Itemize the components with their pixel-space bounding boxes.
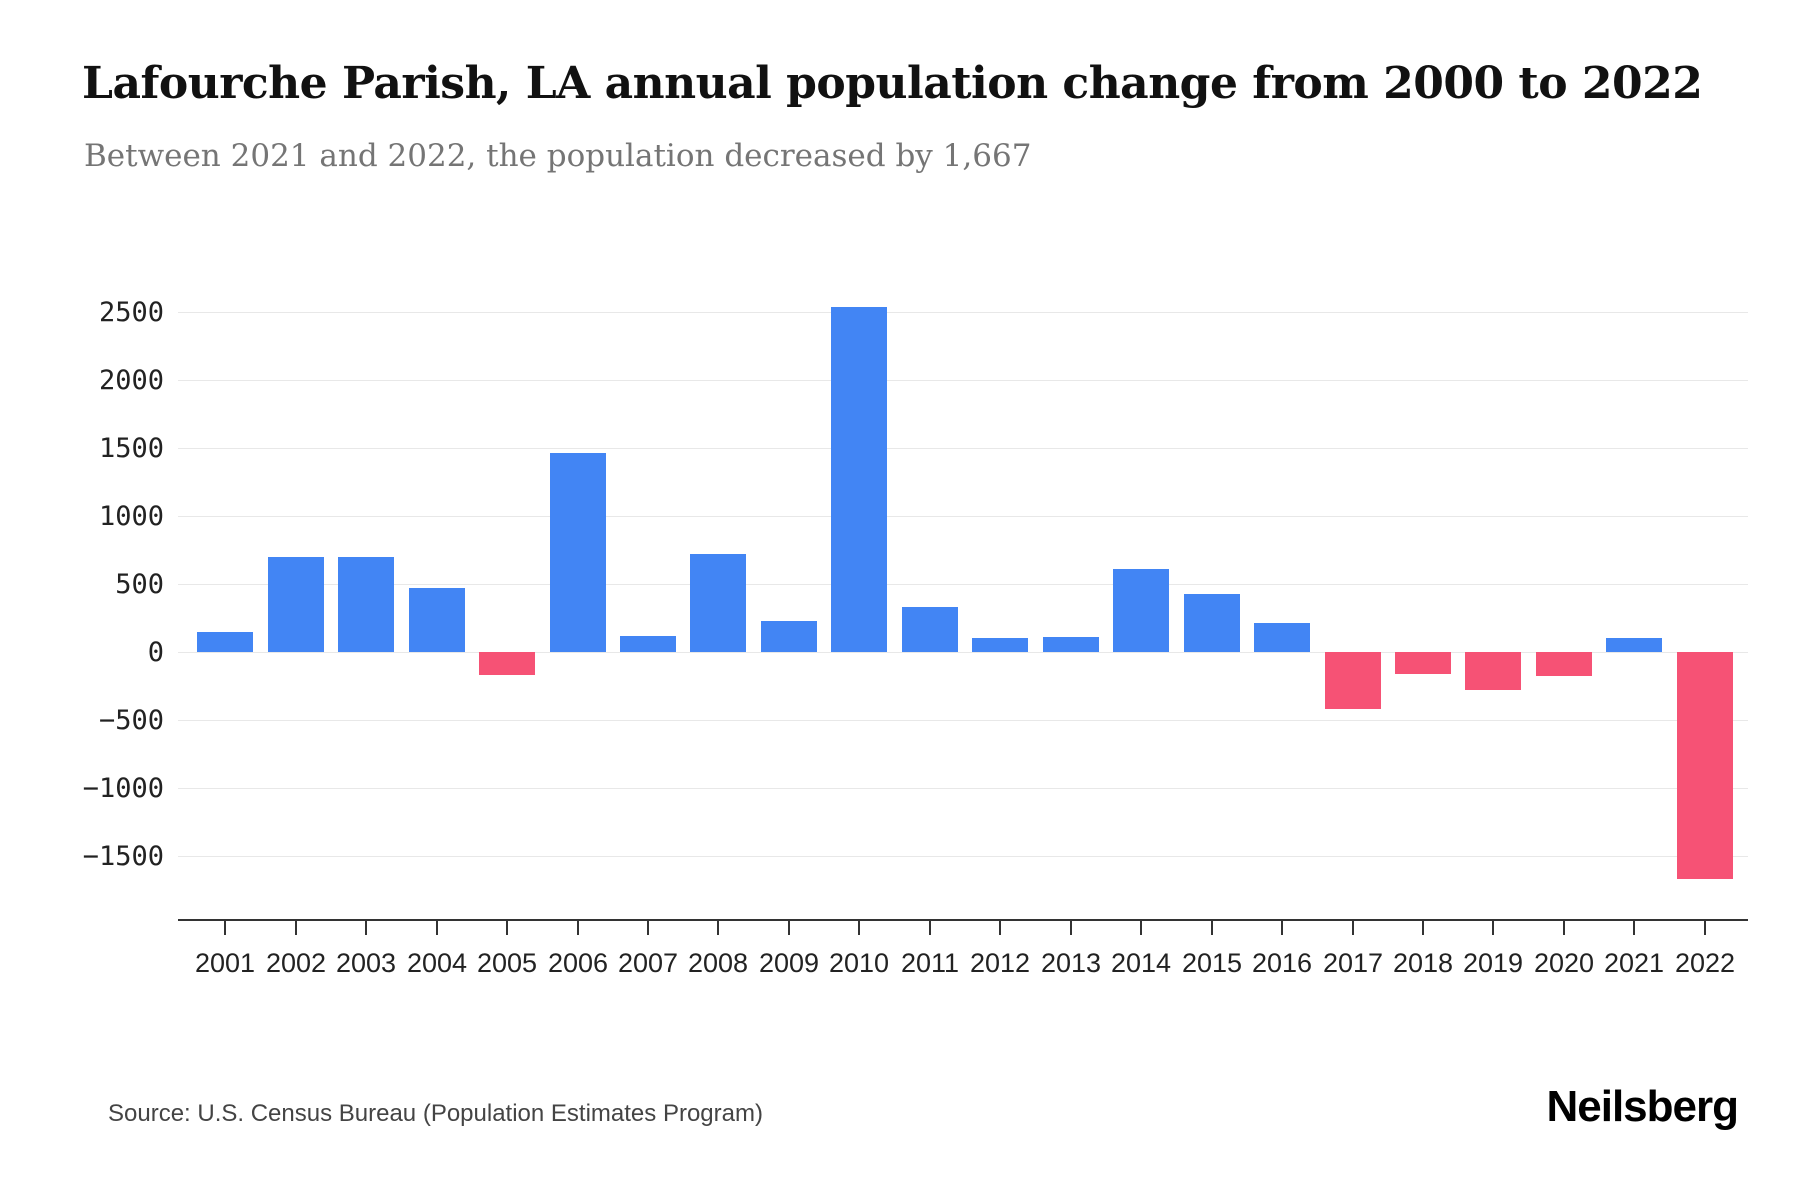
x-axis-tick (506, 919, 508, 935)
bar-2009 (761, 621, 817, 652)
x-tick-label: 2012 (969, 948, 1031, 978)
y-tick-label: 1000 (98, 501, 164, 532)
x-tick-label: 2019 (1462, 948, 1524, 978)
x-axis-tick (858, 919, 860, 935)
x-tick-label: 2018 (1392, 948, 1454, 978)
bar-2005 (479, 652, 535, 675)
x-axis-line (178, 919, 1748, 921)
bar-2018 (1395, 652, 1451, 674)
bar-2002 (268, 557, 324, 652)
bar-2015 (1184, 594, 1240, 652)
y-tick-label: 2000 (98, 365, 164, 396)
bar-2004 (409, 588, 465, 652)
gridline (178, 312, 1748, 313)
bar-2019 (1465, 652, 1521, 690)
y-tick-label: −500 (98, 705, 164, 736)
gridline (178, 448, 1748, 449)
x-tick-label: 2011 (900, 948, 960, 978)
bar-2012 (972, 638, 1028, 652)
gridline (178, 516, 1748, 517)
x-tick-label: 2020 (1533, 948, 1595, 978)
x-tick-label: 2021 (1603, 948, 1665, 978)
x-axis-tick (1281, 919, 1283, 935)
x-tick-label: 2013 (1040, 948, 1102, 978)
gridline (178, 788, 1748, 789)
bar-2017 (1325, 652, 1381, 709)
gridline (178, 584, 1748, 585)
x-axis-tick (577, 919, 579, 935)
chart-subtitle: Between 2021 and 2022, the population de… (84, 138, 1032, 174)
x-axis-tick (436, 919, 438, 935)
bar-2010 (831, 307, 887, 652)
x-axis-tick (1211, 919, 1213, 935)
bar-2008 (690, 554, 746, 652)
x-tick-label: 2022 (1674, 948, 1736, 978)
y-tick-label: 1500 (98, 433, 164, 464)
bar-2011 (902, 607, 958, 652)
x-axis-tick (717, 919, 719, 935)
x-tick-label: 2008 (687, 948, 749, 978)
x-tick-label: 2002 (265, 948, 327, 978)
x-tick-label: 2016 (1251, 948, 1313, 978)
bar-2021 (1606, 638, 1662, 652)
x-axis-tick (1563, 919, 1565, 935)
x-tick-label: 2004 (406, 948, 468, 978)
bar-2016 (1254, 623, 1310, 652)
bar-2006 (550, 453, 606, 652)
x-axis-tick (788, 919, 790, 935)
bar-2003 (338, 557, 394, 652)
y-tick-label: 2500 (98, 297, 164, 328)
x-axis-tick (365, 919, 367, 935)
gridline (178, 380, 1748, 381)
y-tick-label: 0 (147, 637, 164, 668)
chart-title: Lafourche Parish, LA annual population c… (82, 58, 1703, 109)
neilsberg-logo: Neilsberg (1546, 1082, 1739, 1131)
bar-2001 (197, 632, 253, 652)
x-tick-label: 2007 (617, 948, 679, 978)
x-tick-label: 2009 (758, 948, 820, 978)
gridline (178, 652, 1748, 653)
bar-2022 (1677, 652, 1733, 879)
x-axis-tick (1070, 919, 1072, 935)
x-axis-tick (1633, 919, 1635, 935)
x-tick-label: 2001 (194, 948, 256, 978)
x-tick-label: 2017 (1322, 948, 1384, 978)
x-axis-tick (1140, 919, 1142, 935)
x-axis-tick (929, 919, 931, 935)
bar-2020 (1536, 652, 1592, 676)
x-axis-tick (295, 919, 297, 935)
x-axis-tick (1492, 919, 1494, 935)
y-tick-label: 500 (115, 569, 164, 600)
x-tick-label: 2003 (335, 948, 397, 978)
x-tick-label: 2010 (828, 948, 890, 978)
bar-2013 (1043, 637, 1099, 652)
x-axis-tick (999, 919, 1001, 935)
x-axis-tick (1704, 919, 1706, 935)
x-tick-label: 2005 (476, 948, 538, 978)
x-tick-label: 2015 (1181, 948, 1243, 978)
gridline (178, 856, 1748, 857)
y-tick-label: −1500 (82, 841, 164, 872)
x-axis-tick (1422, 919, 1424, 935)
x-axis-tick (647, 919, 649, 935)
x-axis-tick (1352, 919, 1354, 935)
bar-2007 (620, 636, 676, 652)
bar-2014 (1113, 569, 1169, 652)
x-axis-tick (224, 919, 226, 935)
x-tick-label: 2014 (1110, 948, 1172, 978)
y-tick-label: −1000 (82, 773, 164, 804)
source-note: Source: U.S. Census Bureau (Population E… (108, 1100, 763, 1127)
x-tick-label: 2006 (547, 948, 609, 978)
gridline (178, 720, 1748, 721)
